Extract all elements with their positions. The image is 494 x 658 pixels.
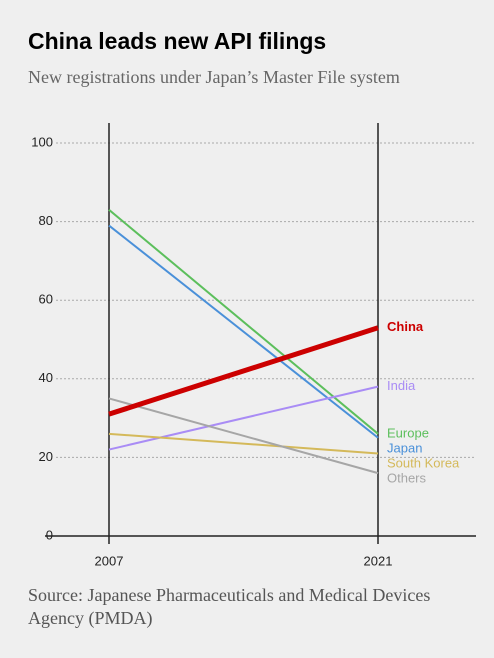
chart-title: China leads new API filings — [28, 28, 327, 54]
y-tick-label: 40 — [39, 370, 53, 385]
x-tick-label: 2021 — [364, 553, 393, 568]
x-tick-label: 2007 — [95, 553, 124, 568]
series-line — [108, 432, 379, 455]
series-label: Europe — [387, 425, 429, 440]
y-tick-label: 100 — [31, 134, 53, 149]
series-line — [108, 224, 379, 439]
series-line — [108, 397, 379, 475]
series-line — [108, 325, 379, 417]
y-tick-label: 0 — [46, 527, 53, 542]
y-tick-label: 80 — [39, 213, 53, 228]
series-line — [108, 385, 379, 451]
series-label: India — [387, 378, 416, 393]
series-label: South Korea — [387, 455, 460, 470]
source-note: Source: Japanese Pharmaceuticals and Med… — [28, 585, 431, 628]
chart-subtitle: New registrations under Japan’s Master F… — [28, 67, 400, 87]
y-tick-label: 20 — [39, 449, 53, 464]
series-label: China — [387, 319, 424, 334]
y-tick-label: 60 — [39, 292, 53, 307]
series-label: Others — [387, 470, 427, 485]
series-label: Japan — [387, 440, 422, 455]
